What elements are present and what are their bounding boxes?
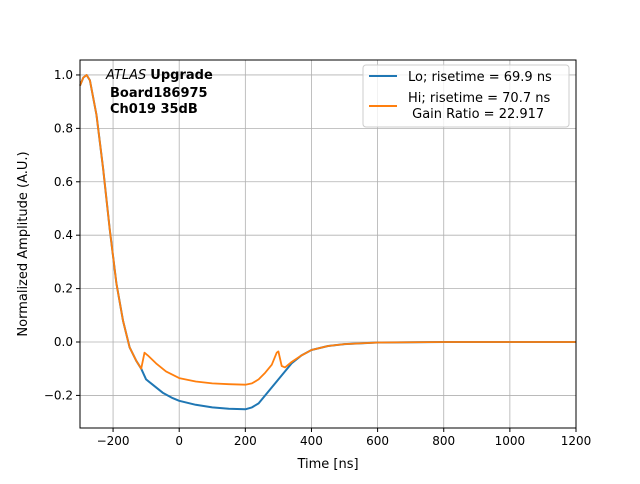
x-tick-label: 0: [175, 434, 183, 448]
y-tick-label: 1.0: [54, 68, 73, 82]
y-tick-label: 0.2: [54, 282, 73, 296]
annotation-channel: Ch019 35dB: [110, 102, 198, 117]
y-tick-label: 0.8: [54, 121, 73, 135]
annotation-board: Board186975: [110, 86, 208, 101]
x-tick-label: 200: [234, 434, 257, 448]
y-tick-label: 0.6: [54, 175, 73, 189]
y-tick-label: 0.4: [54, 228, 73, 242]
y-axis-label: Normalized Amplitude (A.U.): [16, 151, 31, 336]
legend-label-hi: Hi; risetime = 70.7 ns: [408, 91, 550, 106]
annotation-atlas: ATLAS: [105, 68, 146, 83]
legend-label-gain-ratio: Gain Ratio = 22.917: [408, 107, 544, 122]
annotation-line1: ATLAS Upgrade: [105, 68, 213, 83]
legend: Lo; risetime = 69.9 ns Hi; risetime = 70…: [362, 64, 570, 128]
series-lines: [79, 74, 576, 411]
y-tick-label: 0.0: [54, 335, 73, 349]
ticks: −200 0 200 400 600 800 1000 1200 −0.2 0.0 0.2 0.4 0.…: [44, 68, 591, 448]
x-tick-label: 800: [432, 434, 455, 448]
x-axis-label: Time [ns]: [296, 457, 358, 472]
x-tick-label: 400: [300, 434, 323, 448]
legend-label-lo: Lo; risetime = 69.9 ns: [408, 70, 552, 85]
x-tick-label: 600: [366, 434, 389, 448]
x-tick-label: 1000: [495, 434, 526, 448]
annotation: ATLAS Upgrade Board186975 Ch019 35dB: [105, 68, 213, 117]
series-line-hi: [79, 74, 576, 386]
x-tick-label: 1200: [561, 434, 592, 448]
y-tick-label: −0.2: [44, 388, 73, 402]
x-tick-label: −200: [97, 434, 130, 448]
legend-box: [362, 64, 570, 128]
plot-frame: [79, 59, 577, 429]
annotation-upgrade: Upgrade: [150, 68, 213, 83]
